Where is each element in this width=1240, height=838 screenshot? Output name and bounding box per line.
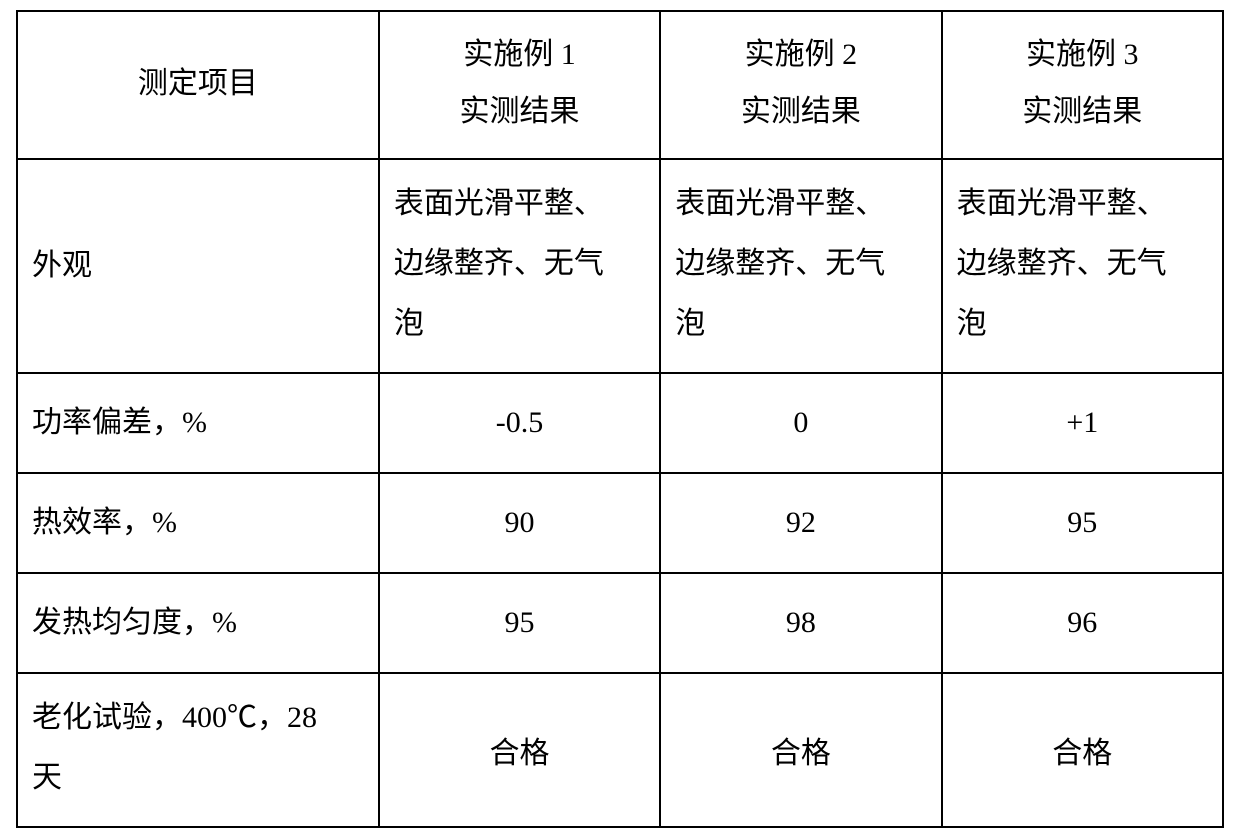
table-cell: 98 bbox=[660, 573, 941, 673]
table-cell: 95 bbox=[942, 473, 1223, 573]
table-row: 老化试验，400℃，28 天 合格 合格 合格 bbox=[17, 673, 1223, 827]
table-cell: 表面光滑平整、 边缘整齐、无气 泡 bbox=[660, 159, 941, 373]
header-ex3-line2: 实测结果 bbox=[943, 83, 1222, 140]
table-cell: 0 bbox=[660, 373, 941, 473]
table-cell: 表面光滑平整、 边缘整齐、无气 泡 bbox=[942, 159, 1223, 373]
header-item-label: 测定项目 bbox=[18, 55, 378, 112]
cell-line: 表面光滑平整、 bbox=[675, 174, 926, 234]
cell-line: 边缘整齐、无气 bbox=[957, 234, 1208, 294]
cell-line: 表面光滑平整、 bbox=[394, 174, 645, 234]
cell-line: 边缘整齐、无气 bbox=[394, 234, 645, 294]
row-label: 发热均匀度，% bbox=[17, 573, 379, 673]
header-ex2-line2: 实测结果 bbox=[661, 83, 940, 140]
table-cell: 96 bbox=[942, 573, 1223, 673]
table-cell: 合格 bbox=[379, 673, 660, 827]
cell-line: 泡 bbox=[394, 294, 645, 354]
table-row: 热效率，% 90 92 95 bbox=[17, 473, 1223, 573]
cell-line: 边缘整齐、无气 bbox=[675, 234, 926, 294]
row-label: 外观 bbox=[17, 159, 379, 373]
row-label: 老化试验，400℃，28 天 bbox=[17, 673, 379, 827]
table-cell: 90 bbox=[379, 473, 660, 573]
header-ex2-line1: 实施例 2 bbox=[661, 26, 940, 83]
table-row: 发热均匀度，% 95 98 96 bbox=[17, 573, 1223, 673]
table-cell: 95 bbox=[379, 573, 660, 673]
cell-line: 泡 bbox=[675, 294, 926, 354]
row-label: 功率偏差，% bbox=[17, 373, 379, 473]
table-cell: +1 bbox=[942, 373, 1223, 473]
table-cell: 合格 bbox=[942, 673, 1223, 827]
cell-line: 泡 bbox=[957, 294, 1208, 354]
table-row: 外观 表面光滑平整、 边缘整齐、无气 泡 表面光滑平整、 边缘整齐、无气 泡 表… bbox=[17, 159, 1223, 373]
table-cell: -0.5 bbox=[379, 373, 660, 473]
header-ex1-line1: 实施例 1 bbox=[380, 26, 659, 83]
header-ex3-line1: 实施例 3 bbox=[943, 26, 1222, 83]
table-cell: 92 bbox=[660, 473, 941, 573]
cell-line: 表面光滑平整、 bbox=[957, 174, 1208, 234]
header-ex3: 实施例 3 实测结果 bbox=[942, 11, 1223, 159]
table-cell: 合格 bbox=[660, 673, 941, 827]
row-label-line: 天 bbox=[32, 748, 364, 808]
header-ex1: 实施例 1 实测结果 bbox=[379, 11, 660, 159]
header-ex2: 实施例 2 实测结果 bbox=[660, 11, 941, 159]
table-cell: 表面光滑平整、 边缘整齐、无气 泡 bbox=[379, 159, 660, 373]
row-label-line: 老化试验，400℃，28 bbox=[32, 688, 364, 748]
results-table: 测定项目 实施例 1 实测结果 实施例 2 实测结果 实施例 3 实测结果 外观… bbox=[16, 10, 1224, 828]
row-label: 热效率，% bbox=[17, 473, 379, 573]
header-item: 测定项目 bbox=[17, 11, 379, 159]
table-row: 功率偏差，% -0.5 0 +1 bbox=[17, 373, 1223, 473]
table-header-row: 测定项目 实施例 1 实测结果 实施例 2 实测结果 实施例 3 实测结果 bbox=[17, 11, 1223, 159]
header-ex1-line2: 实测结果 bbox=[380, 83, 659, 140]
